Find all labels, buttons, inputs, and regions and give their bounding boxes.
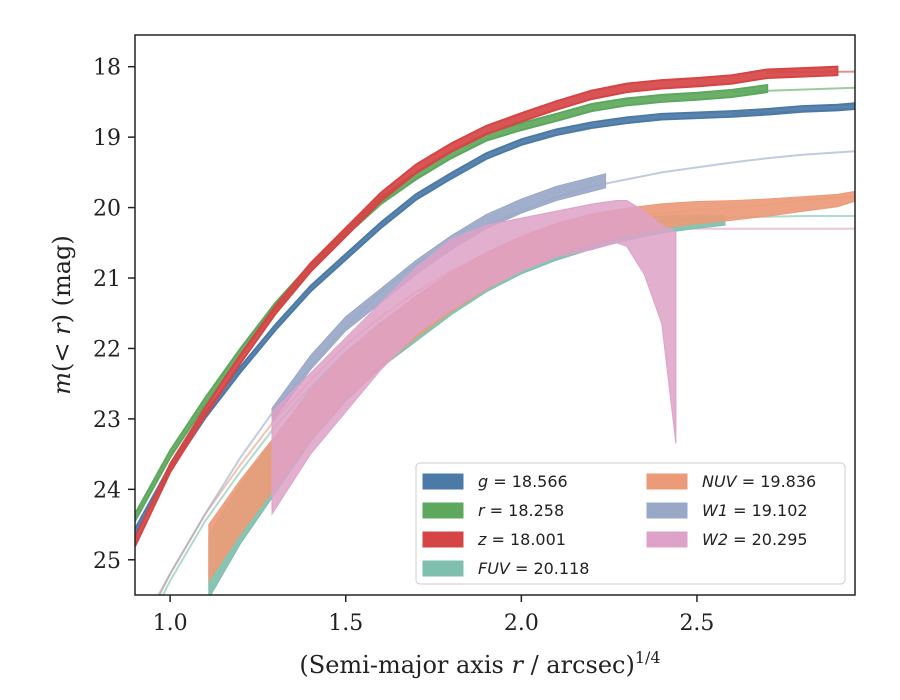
- legend-swatch-w1: [646, 502, 688, 519]
- legend-box: [415, 462, 846, 585]
- y-tick-label: 20: [93, 197, 121, 222]
- y-axis-label: m(< r) (mag): [48, 235, 76, 395]
- series-band-z: [135, 65, 839, 547]
- legend-swatch-g: [422, 473, 464, 490]
- x-axis-label: (Semi-major axis r / arcsec)1/4: [299, 648, 660, 679]
- legend: g = 18.566 r = 18.258 z = 18.001 FUV = 20.1…: [415, 462, 846, 585]
- y-tick-label: 19: [93, 126, 121, 151]
- legend-swatch-r: [422, 502, 464, 519]
- y-tick-label: 23: [93, 408, 121, 433]
- series-band-w1: [271, 173, 607, 424]
- y-tick-label: 18: [93, 56, 121, 81]
- y-tick-label: 22: [93, 337, 121, 362]
- legend-swatch-fuv: [422, 560, 464, 577]
- legend-label-z: z = 18.001: [477, 530, 566, 549]
- series-band-g: [135, 102, 855, 537]
- y-tick-label: 21: [93, 267, 121, 292]
- legend-label-w1: W1 = 19.102: [702, 501, 808, 520]
- legend-swatch-w2: [646, 531, 688, 548]
- y-tick-label: 25: [93, 549, 121, 574]
- legend-swatch-z: [422, 531, 464, 548]
- plot-frame: [134, 34, 856, 596]
- legend-label-r: r = 18.258: [478, 501, 564, 520]
- series-band-w2: [271, 200, 677, 516]
- legend-swatch-nuv: [646, 473, 688, 490]
- legend-label-nuv: NUV = 19.836: [702, 472, 816, 491]
- x-tick-label: 1.5: [328, 611, 363, 636]
- y-tick-label: 24: [93, 478, 121, 503]
- legend-label-g: g = 18.566: [478, 472, 568, 491]
- x-tick-label: 2.5: [679, 611, 714, 636]
- legend-label-w2: W2 = 20.295: [702, 530, 808, 549]
- x-tick-label: 1.0: [153, 611, 188, 636]
- legend-label-fuv: FUV = 20.118: [478, 559, 589, 578]
- tick-layer: 1.0 1.5 2.0 2.5 18 19 20 21 22 23 24 25: [93, 56, 714, 636]
- data-layer: [135, 65, 855, 595]
- x-tick-label: 2.0: [504, 611, 539, 636]
